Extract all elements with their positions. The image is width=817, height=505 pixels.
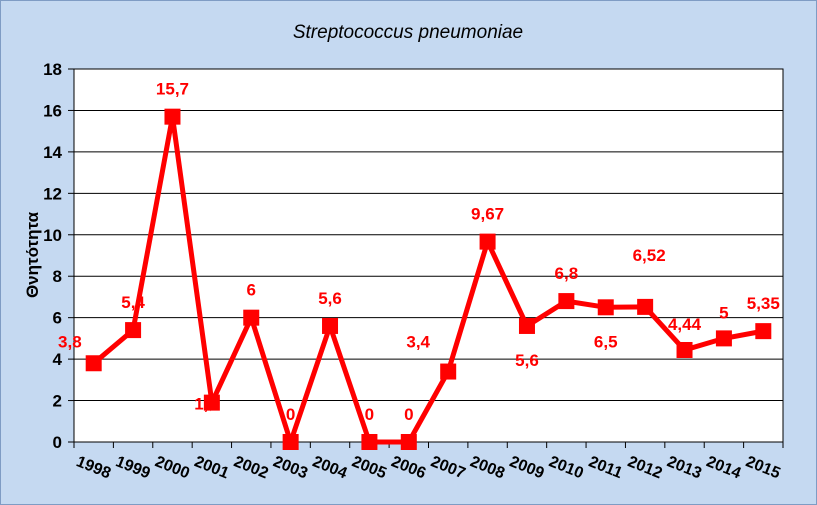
data-label: 5,6 (318, 289, 342, 308)
data-label: 1,9 (194, 395, 218, 414)
data-point-marker (558, 293, 575, 310)
data-point-marker (85, 355, 102, 372)
x-tick-label: 2003 (271, 453, 310, 482)
data-label: 4,44 (668, 315, 702, 334)
x-tick-label: 2008 (468, 453, 507, 482)
x-tick-label: 2007 (428, 453, 467, 482)
y-axis-ticks: 0 2 4 6 8 10 12 14 16 18 (43, 60, 74, 452)
data-label: 3,4 (406, 333, 430, 352)
x-tick-label: 1998 (74, 453, 113, 482)
data-label: 6 (247, 281, 256, 300)
y-tick-label: 2 (53, 392, 62, 411)
y-tick-label: 0 (53, 433, 62, 452)
x-tick-label: 2006 (389, 453, 428, 482)
x-tick-label: 2011 (586, 453, 625, 482)
data-label: 9,67 (471, 205, 504, 224)
y-tick-label: 12 (43, 184, 62, 203)
y-tick-label: 8 (53, 267, 62, 286)
y-tick-label: 4 (53, 350, 63, 369)
x-tick-label: 2015 (743, 453, 782, 482)
data-label: 5,4 (121, 293, 145, 312)
data-point-marker (518, 317, 535, 334)
data-point-marker (203, 394, 220, 411)
plot-area (73, 68, 784, 443)
data-label: 5 (719, 303, 728, 322)
x-axis-ticks: 1998 1999 2000 2001 2002 2003 2004 2005 2006 2007… (73, 442, 784, 482)
data-label: 6,52 (633, 246, 666, 265)
x-tick-label: 2002 (231, 453, 270, 482)
data-point-marker (282, 434, 299, 450)
data-point-marker (755, 323, 772, 340)
data-label: 0 (286, 405, 295, 424)
data-label: 6,5 (594, 332, 618, 351)
x-tick-label: 2000 (152, 453, 191, 482)
y-tick-label: 14 (43, 143, 62, 162)
y-tick-label: 16 (43, 101, 62, 120)
data-label: 0 (404, 405, 413, 424)
data-point-marker (637, 298, 654, 315)
y-tick-label: 6 (53, 309, 62, 328)
data-point-marker (361, 434, 378, 450)
series-layer (85, 108, 772, 451)
data-point-marker (164, 108, 181, 125)
data-labels: 3,8 5,4 15,7 1,9 6 0 5,6 0 0 3,4 9,67 5,6 6,8 6,5 6,52… (58, 80, 780, 424)
x-tick-label: 2001 (192, 453, 231, 482)
x-tick-label: 1999 (113, 453, 152, 482)
chart-title: Streptococcus pneumoniae (293, 22, 523, 43)
data-label: 15,7 (156, 80, 189, 99)
x-tick-label: 2010 (546, 453, 585, 482)
data-point-marker (676, 341, 693, 358)
data-point-marker (125, 322, 142, 339)
data-point-marker (400, 434, 417, 450)
data-label: 5,6 (515, 351, 539, 370)
data-point-marker (597, 299, 614, 316)
x-tick-label: 2004 (310, 453, 349, 482)
x-tick-label: 2009 (507, 453, 546, 482)
x-tick-label: 2014 (704, 453, 743, 482)
data-label: 3,8 (58, 332, 82, 351)
grid-lines (74, 109, 783, 402)
y-axis-label: Θνητότητα (23, 211, 42, 298)
x-tick-label: 2012 (625, 453, 664, 482)
data-label: 0 (365, 405, 374, 424)
data-point-marker (243, 309, 260, 326)
x-tick-label: 2005 (349, 453, 388, 482)
data-point-marker (440, 363, 457, 380)
data-point-marker (322, 317, 339, 334)
x-tick-label: 2013 (665, 453, 704, 482)
data-point-marker (715, 330, 732, 347)
y-tick-label: 10 (43, 226, 62, 245)
data-label: 6,8 (555, 264, 579, 283)
data-label: 5,35 (747, 294, 780, 313)
y-tick-label: 18 (43, 60, 62, 79)
data-point-marker (479, 233, 496, 250)
